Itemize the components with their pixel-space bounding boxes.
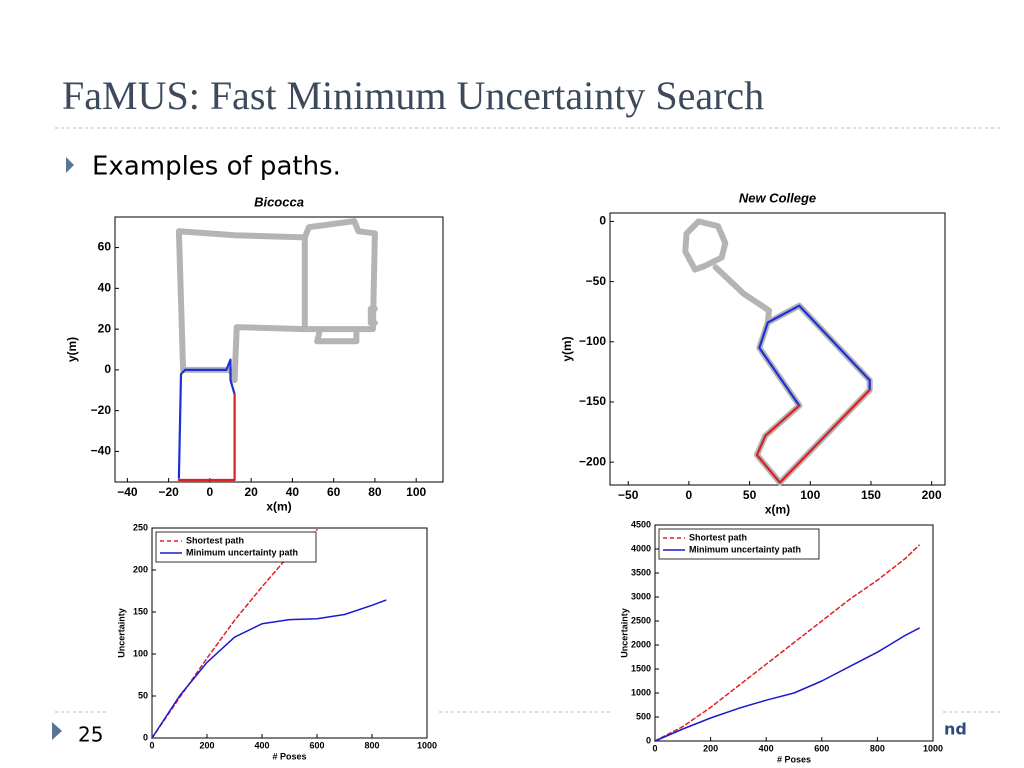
x-tick-label: −20: [158, 485, 179, 499]
y-axis-label: y(m): [65, 337, 79, 362]
x-tick-label: 0: [652, 743, 657, 753]
x-tick-label: 1000: [417, 740, 437, 750]
chart: 0 200 400 600 800 1000 0 50 100 150 200 250 # Poses U…: [107, 522, 437, 765]
plot-area: [654, 524, 934, 742]
x-tick-label: −50: [618, 488, 639, 502]
y-tick-label: 20: [98, 321, 112, 335]
footer-marker: [52, 722, 62, 740]
y-tick-label: 1500: [631, 663, 651, 673]
y-tick-label: 0: [646, 735, 651, 745]
charts: Bicocca−40 −20 0 20 40 60 80 100−40−200204060x(…: [65, 190, 955, 768]
series-line: [654, 544, 920, 742]
slide-number: 25: [78, 723, 103, 747]
chart: New College −50 0 50 100 150 200 −200 −150 −100 −5…: [560, 190, 955, 516]
bullet-marker: [66, 157, 74, 173]
y-tick-label: 4000: [631, 543, 651, 553]
y-tick-label: −50: [586, 274, 607, 288]
plot-area: [114, 216, 444, 483]
footer-text: nd: [944, 720, 967, 739]
x-axis-label: # Poses: [272, 751, 306, 761]
legend-box: [155, 531, 317, 563]
y-tick-label: 150: [133, 606, 148, 616]
legend-label: Shortest path: [689, 532, 747, 542]
x-tick-label: −40: [117, 485, 138, 499]
y-tick-label: 40: [98, 281, 112, 295]
x-tick-label: 60: [327, 485, 341, 499]
y-tick-label: 500: [636, 711, 651, 721]
x-tick-label: 800: [870, 743, 885, 753]
y-tick-label: 0: [599, 214, 606, 228]
chart: 0 200 400 600 800 1000 0 500 1000 1500 2000 2500 300…: [610, 519, 943, 768]
legend-label: Minimum uncertainty path: [689, 544, 801, 554]
bullet-text: Examples of paths.: [92, 152, 341, 182]
x-tick-label: 0: [149, 740, 154, 750]
x-tick-label: 100: [406, 485, 426, 499]
series-line: [151, 599, 387, 739]
x-tick-label: 200: [703, 743, 718, 753]
legend-label: Minimum uncertainty path: [186, 547, 298, 557]
x-tick-label: 600: [309, 740, 324, 750]
y-tick-label: −40: [91, 444, 112, 458]
chart: Bicocca −40 −20 0 20 40 60 80 100 −40 −20 0 20 40 60 x(…: [65, 194, 453, 513]
y-axis-label: y(m): [560, 336, 574, 361]
x-tick-label: 1000: [923, 743, 943, 753]
y-tick-label: 100: [133, 648, 148, 658]
y-tick-label: 0: [104, 362, 111, 376]
x-tick-label: 200: [199, 740, 214, 750]
x-tick-label: 800: [364, 740, 379, 750]
x-tick-label: 400: [254, 740, 269, 750]
y-tick-label: 50: [138, 690, 148, 700]
x-tick-label: 80: [368, 485, 382, 499]
y-tick-label: 250: [133, 522, 148, 532]
x-tick-label: 600: [814, 743, 829, 753]
x-tick-label: 40: [286, 485, 300, 499]
chart-title: New College: [739, 190, 816, 205]
y-axis-label: Uncertainty: [116, 608, 126, 658]
y-tick-label: 2500: [631, 615, 651, 625]
x-tick-label: 150: [861, 488, 881, 502]
trajectory: [175, 218, 378, 384]
x-tick-label: 100: [800, 488, 820, 502]
x-axis-label: x(m): [765, 502, 790, 516]
y-tick-label: 4500: [631, 519, 651, 529]
y-axis-label: Uncertainty: [619, 608, 629, 658]
x-axis-label: # Poses: [777, 754, 811, 764]
x-tick-label: 400: [759, 743, 774, 753]
y-tick-label: −150: [579, 394, 606, 408]
plot-area: [609, 212, 946, 486]
y-tick-label: 3500: [631, 567, 651, 577]
y-tick-label: 0: [143, 732, 148, 742]
plot-area: [151, 527, 428, 739]
y-tick-label: 2000: [631, 639, 651, 649]
legend-label: Shortest path: [186, 535, 244, 545]
trajectory: [755, 388, 871, 484]
y-tick-label: −100: [579, 334, 606, 348]
y-tick-label: −200: [579, 454, 606, 468]
y-tick-label: 3000: [631, 591, 651, 601]
y-tick-label: 1000: [631, 687, 651, 697]
y-tick-label: 60: [98, 240, 112, 254]
legend-box: [658, 528, 820, 560]
trajectory: [177, 358, 236, 479]
x-tick-label: 50: [743, 488, 757, 502]
chart-title: Bicocca: [254, 194, 304, 209]
x-axis-label: x(m): [266, 499, 291, 513]
trajectory: [177, 393, 236, 482]
y-tick-label: 200: [133, 564, 148, 574]
series-line: [654, 627, 920, 742]
slide-title: FaMUS: Fast Minimum Uncertainty Search: [62, 73, 764, 118]
trajectory: [758, 304, 871, 407]
x-tick-label: 20: [244, 485, 258, 499]
x-tick-label: 0: [686, 488, 693, 502]
x-tick-label: 200: [922, 488, 942, 502]
x-tick-label: 0: [207, 485, 214, 499]
series-line: [151, 528, 318, 739]
y-tick-label: −20: [91, 403, 112, 417]
